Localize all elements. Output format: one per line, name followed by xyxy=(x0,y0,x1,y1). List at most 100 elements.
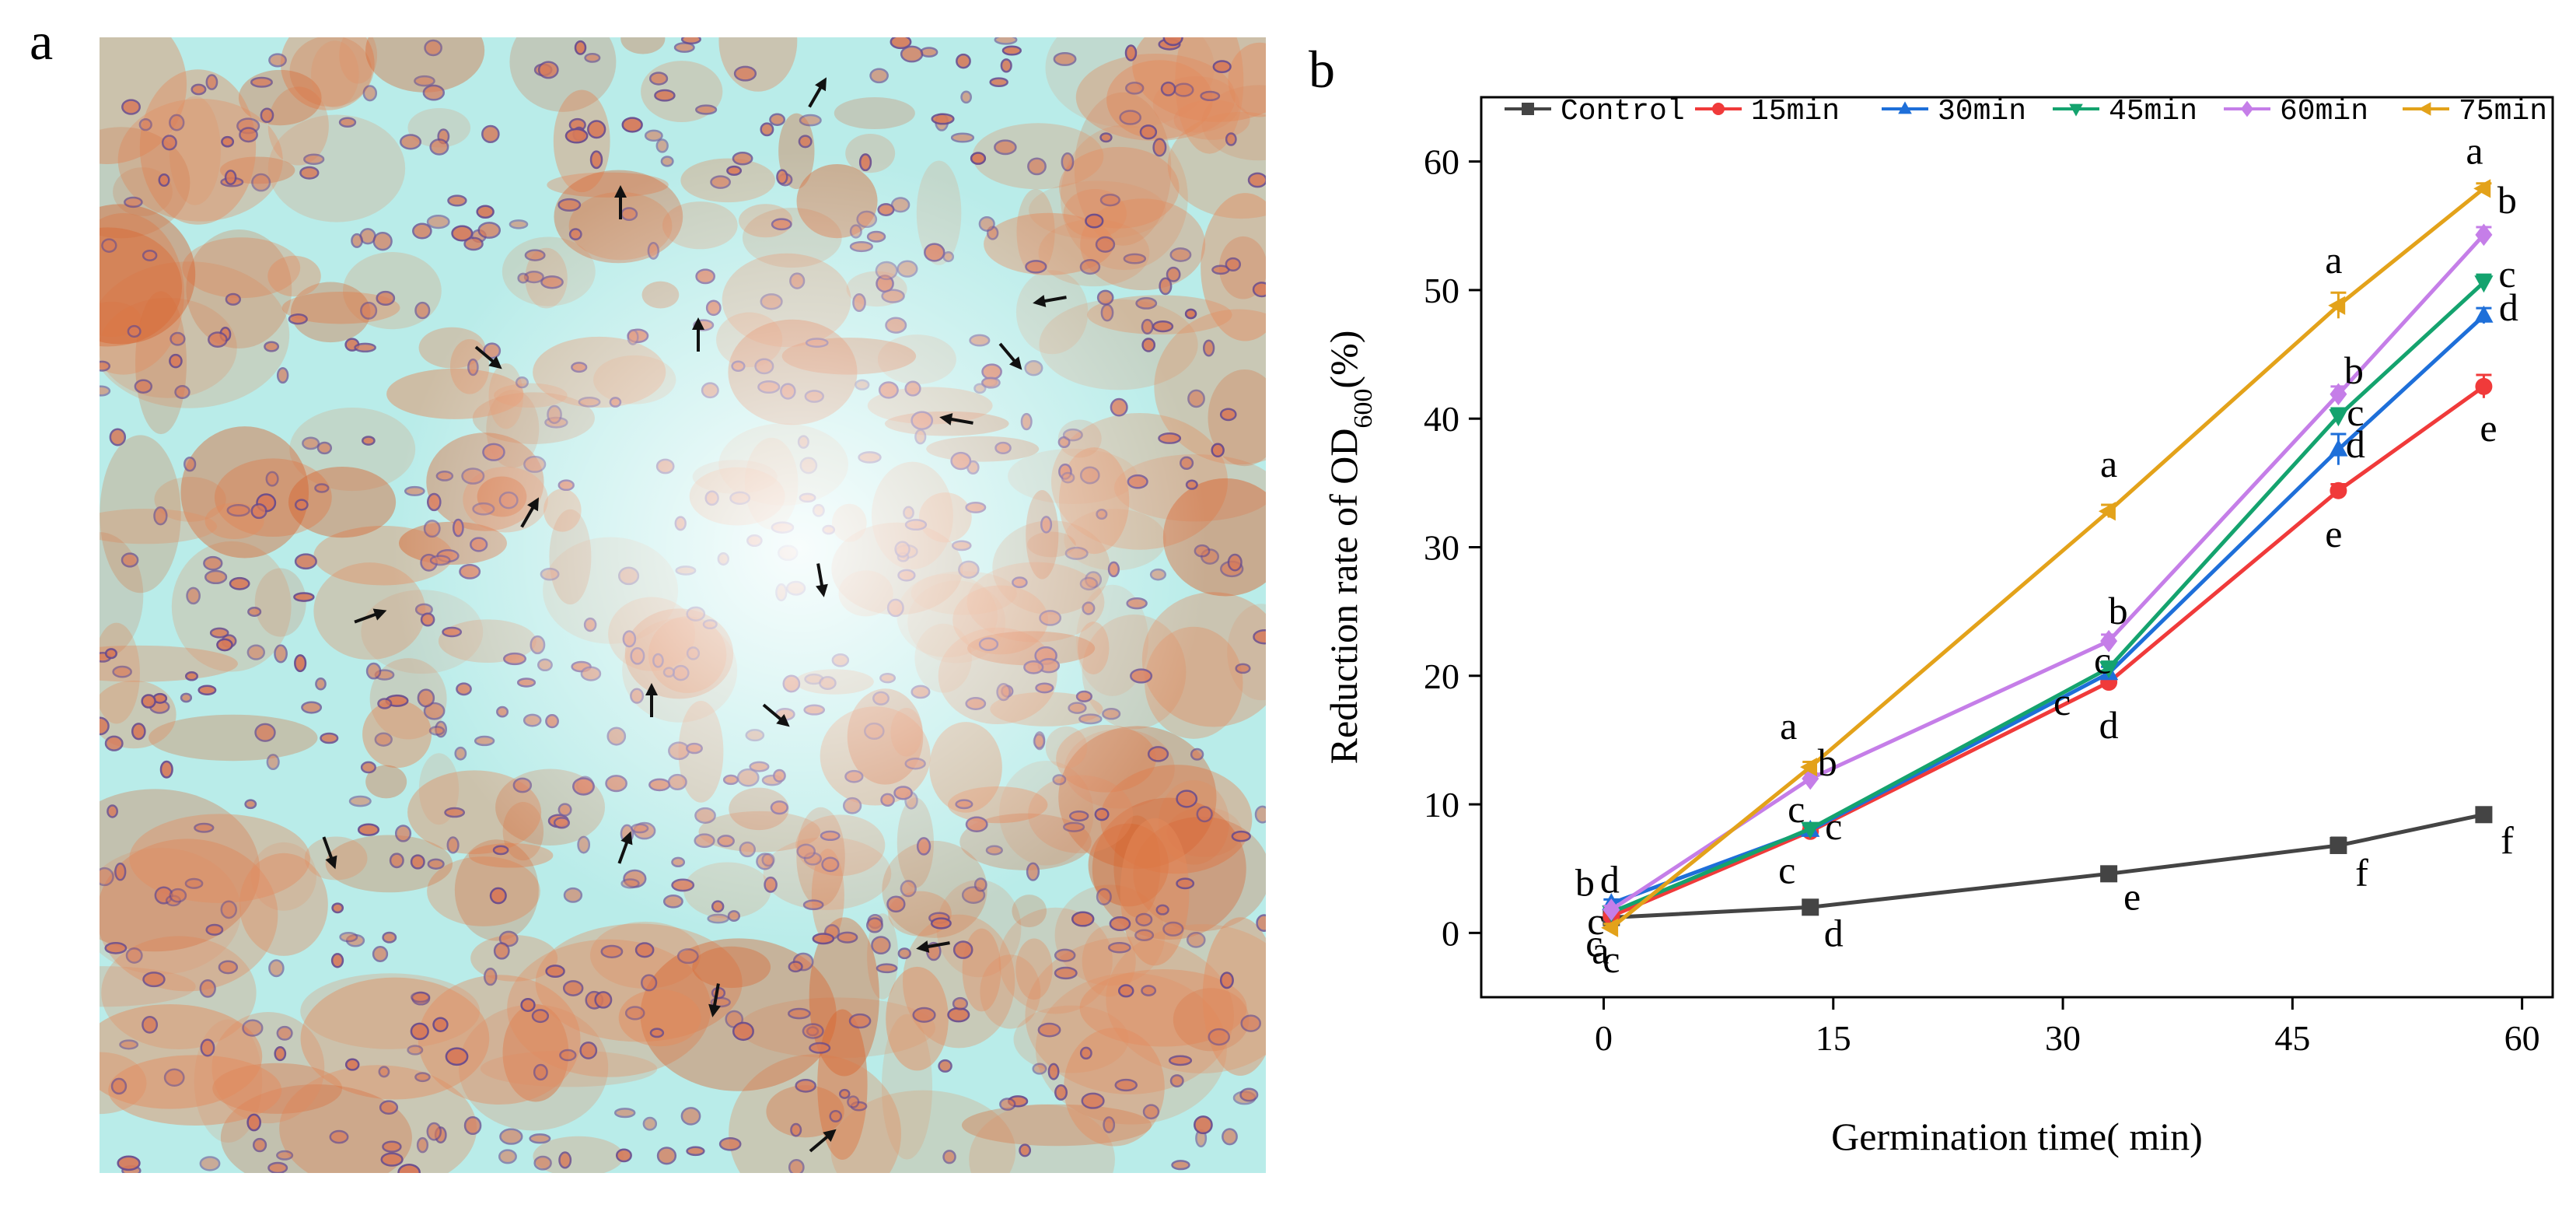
arrow-icon xyxy=(939,413,973,425)
y-axis-title-end: (%) xyxy=(1322,331,1365,389)
significance-letter: e xyxy=(2325,512,2342,555)
significance-letter: c xyxy=(2053,680,2071,723)
data-point xyxy=(1800,758,1818,777)
axis-ticks: 0 15 30 45 60 0 10 20 30 40 50 60 xyxy=(1424,142,2540,1058)
significance-letter: b xyxy=(2109,589,2128,632)
y-tick-label: 60 xyxy=(1424,142,1459,182)
significance-letter: c xyxy=(1788,787,1805,831)
legend-item-control: Control xyxy=(1505,95,1685,128)
arrow-icon xyxy=(474,345,502,369)
arrow-markers xyxy=(322,77,1067,1153)
legend-item-15min: 15min xyxy=(1695,95,1840,128)
arrow-icon xyxy=(520,497,539,528)
significance-letter: d xyxy=(2099,703,2119,747)
legend-label: 30min xyxy=(1938,95,2026,128)
data-point xyxy=(1712,103,1725,115)
significance-letter: a xyxy=(1592,929,1609,972)
data-point xyxy=(2475,377,2493,395)
plot-frame xyxy=(1480,96,2554,999)
significance-letter: a xyxy=(2466,128,2483,172)
significance-letter: c xyxy=(1778,848,1795,891)
data-point xyxy=(2099,661,2119,679)
arrow-icon xyxy=(617,831,633,864)
x-axis-title: Germination time( min) xyxy=(1831,1115,2203,1158)
arrow-icon xyxy=(916,940,950,953)
y-axis-title: Reduction rate of OD600(%) xyxy=(1322,331,1378,765)
data-point xyxy=(2100,629,2118,653)
legend-item-30min: 30min xyxy=(1882,95,2026,128)
arrow-icon xyxy=(809,1129,837,1153)
arrow-icon xyxy=(998,342,1022,370)
y-axis-title-main: Reduction rate of OD xyxy=(1322,429,1365,765)
y-tick-label: 0 xyxy=(1442,913,1459,953)
x-tick-label: 45 xyxy=(2274,1018,2310,1058)
legend-label: 45min xyxy=(2109,95,2197,128)
data-point xyxy=(2330,383,2347,406)
micrograph-image xyxy=(100,37,1266,1173)
significance-letter: c xyxy=(1603,937,1620,981)
series-line xyxy=(1610,384,2485,919)
significance-letter: b xyxy=(1818,741,1837,784)
data-point xyxy=(1603,898,1620,921)
arrow-icon xyxy=(1033,295,1067,307)
arrow-icon xyxy=(692,317,704,352)
significance-letter: a xyxy=(2325,238,2342,282)
panel-label-b: b xyxy=(1309,40,1335,99)
series-line xyxy=(1610,187,2485,930)
data-point xyxy=(2328,296,2346,315)
data-point xyxy=(2475,806,2493,824)
significance-letter: f xyxy=(2355,851,2368,895)
legend-label: 75min xyxy=(2459,95,2547,128)
arrow-icon xyxy=(808,77,827,108)
data-point xyxy=(2330,481,2347,499)
significance-letter: b xyxy=(1575,860,1595,904)
data-point xyxy=(2474,275,2494,293)
significance-letter: c xyxy=(2498,252,2515,296)
significance-letter: a xyxy=(2100,442,2117,485)
significance-letter: c xyxy=(1587,899,1604,943)
significance-letter: d xyxy=(2499,285,2518,329)
significance-letter: c xyxy=(1825,804,1842,848)
data-point xyxy=(1522,103,1534,115)
data-point xyxy=(2241,100,2253,117)
panel-label-a: a xyxy=(30,12,54,71)
significance-letter: d xyxy=(1824,911,1844,954)
y-tick-label: 50 xyxy=(1424,271,1459,310)
arrow-icon xyxy=(645,683,658,717)
arrow-icon xyxy=(762,703,790,727)
data-point xyxy=(2473,179,2491,198)
data-point xyxy=(2098,502,2116,521)
legend-label: Control xyxy=(1561,95,1685,128)
significance-letter: f xyxy=(2501,818,2514,862)
spore-micrograph xyxy=(100,37,1266,1173)
x-tick-label: 15 xyxy=(1816,1018,1851,1058)
data-point xyxy=(1802,898,1819,916)
data-point xyxy=(2475,223,2493,247)
x-tick-label: 0 xyxy=(1595,1018,1613,1058)
significance-letter: c xyxy=(1585,922,1603,965)
data-point xyxy=(2329,409,2348,427)
data-point xyxy=(2418,102,2431,116)
series-line xyxy=(1611,812,2484,920)
x-tick-label: 30 xyxy=(2045,1018,2081,1058)
significance-letter: e xyxy=(2480,406,2497,450)
significance-letter: d xyxy=(1600,858,1620,902)
data-point xyxy=(2329,439,2348,457)
arrow-icon xyxy=(816,563,828,597)
significance-letter: b xyxy=(2344,348,2364,392)
legend-item-45min: 45min xyxy=(2053,95,2197,128)
x-tick-label: 60 xyxy=(2504,1018,2540,1058)
data-point xyxy=(1898,101,1912,114)
legend-item-60min: 60min xyxy=(2224,95,2368,128)
data-point xyxy=(1802,767,1819,790)
y-tick-label: 30 xyxy=(1424,528,1459,568)
y-tick-label: 40 xyxy=(1424,399,1459,439)
y-tick-label: 20 xyxy=(1424,657,1459,696)
arrow-icon xyxy=(322,836,337,870)
legend-label: 15min xyxy=(1751,95,1840,128)
data-point xyxy=(2330,836,2347,854)
series-60min xyxy=(1603,223,2493,921)
